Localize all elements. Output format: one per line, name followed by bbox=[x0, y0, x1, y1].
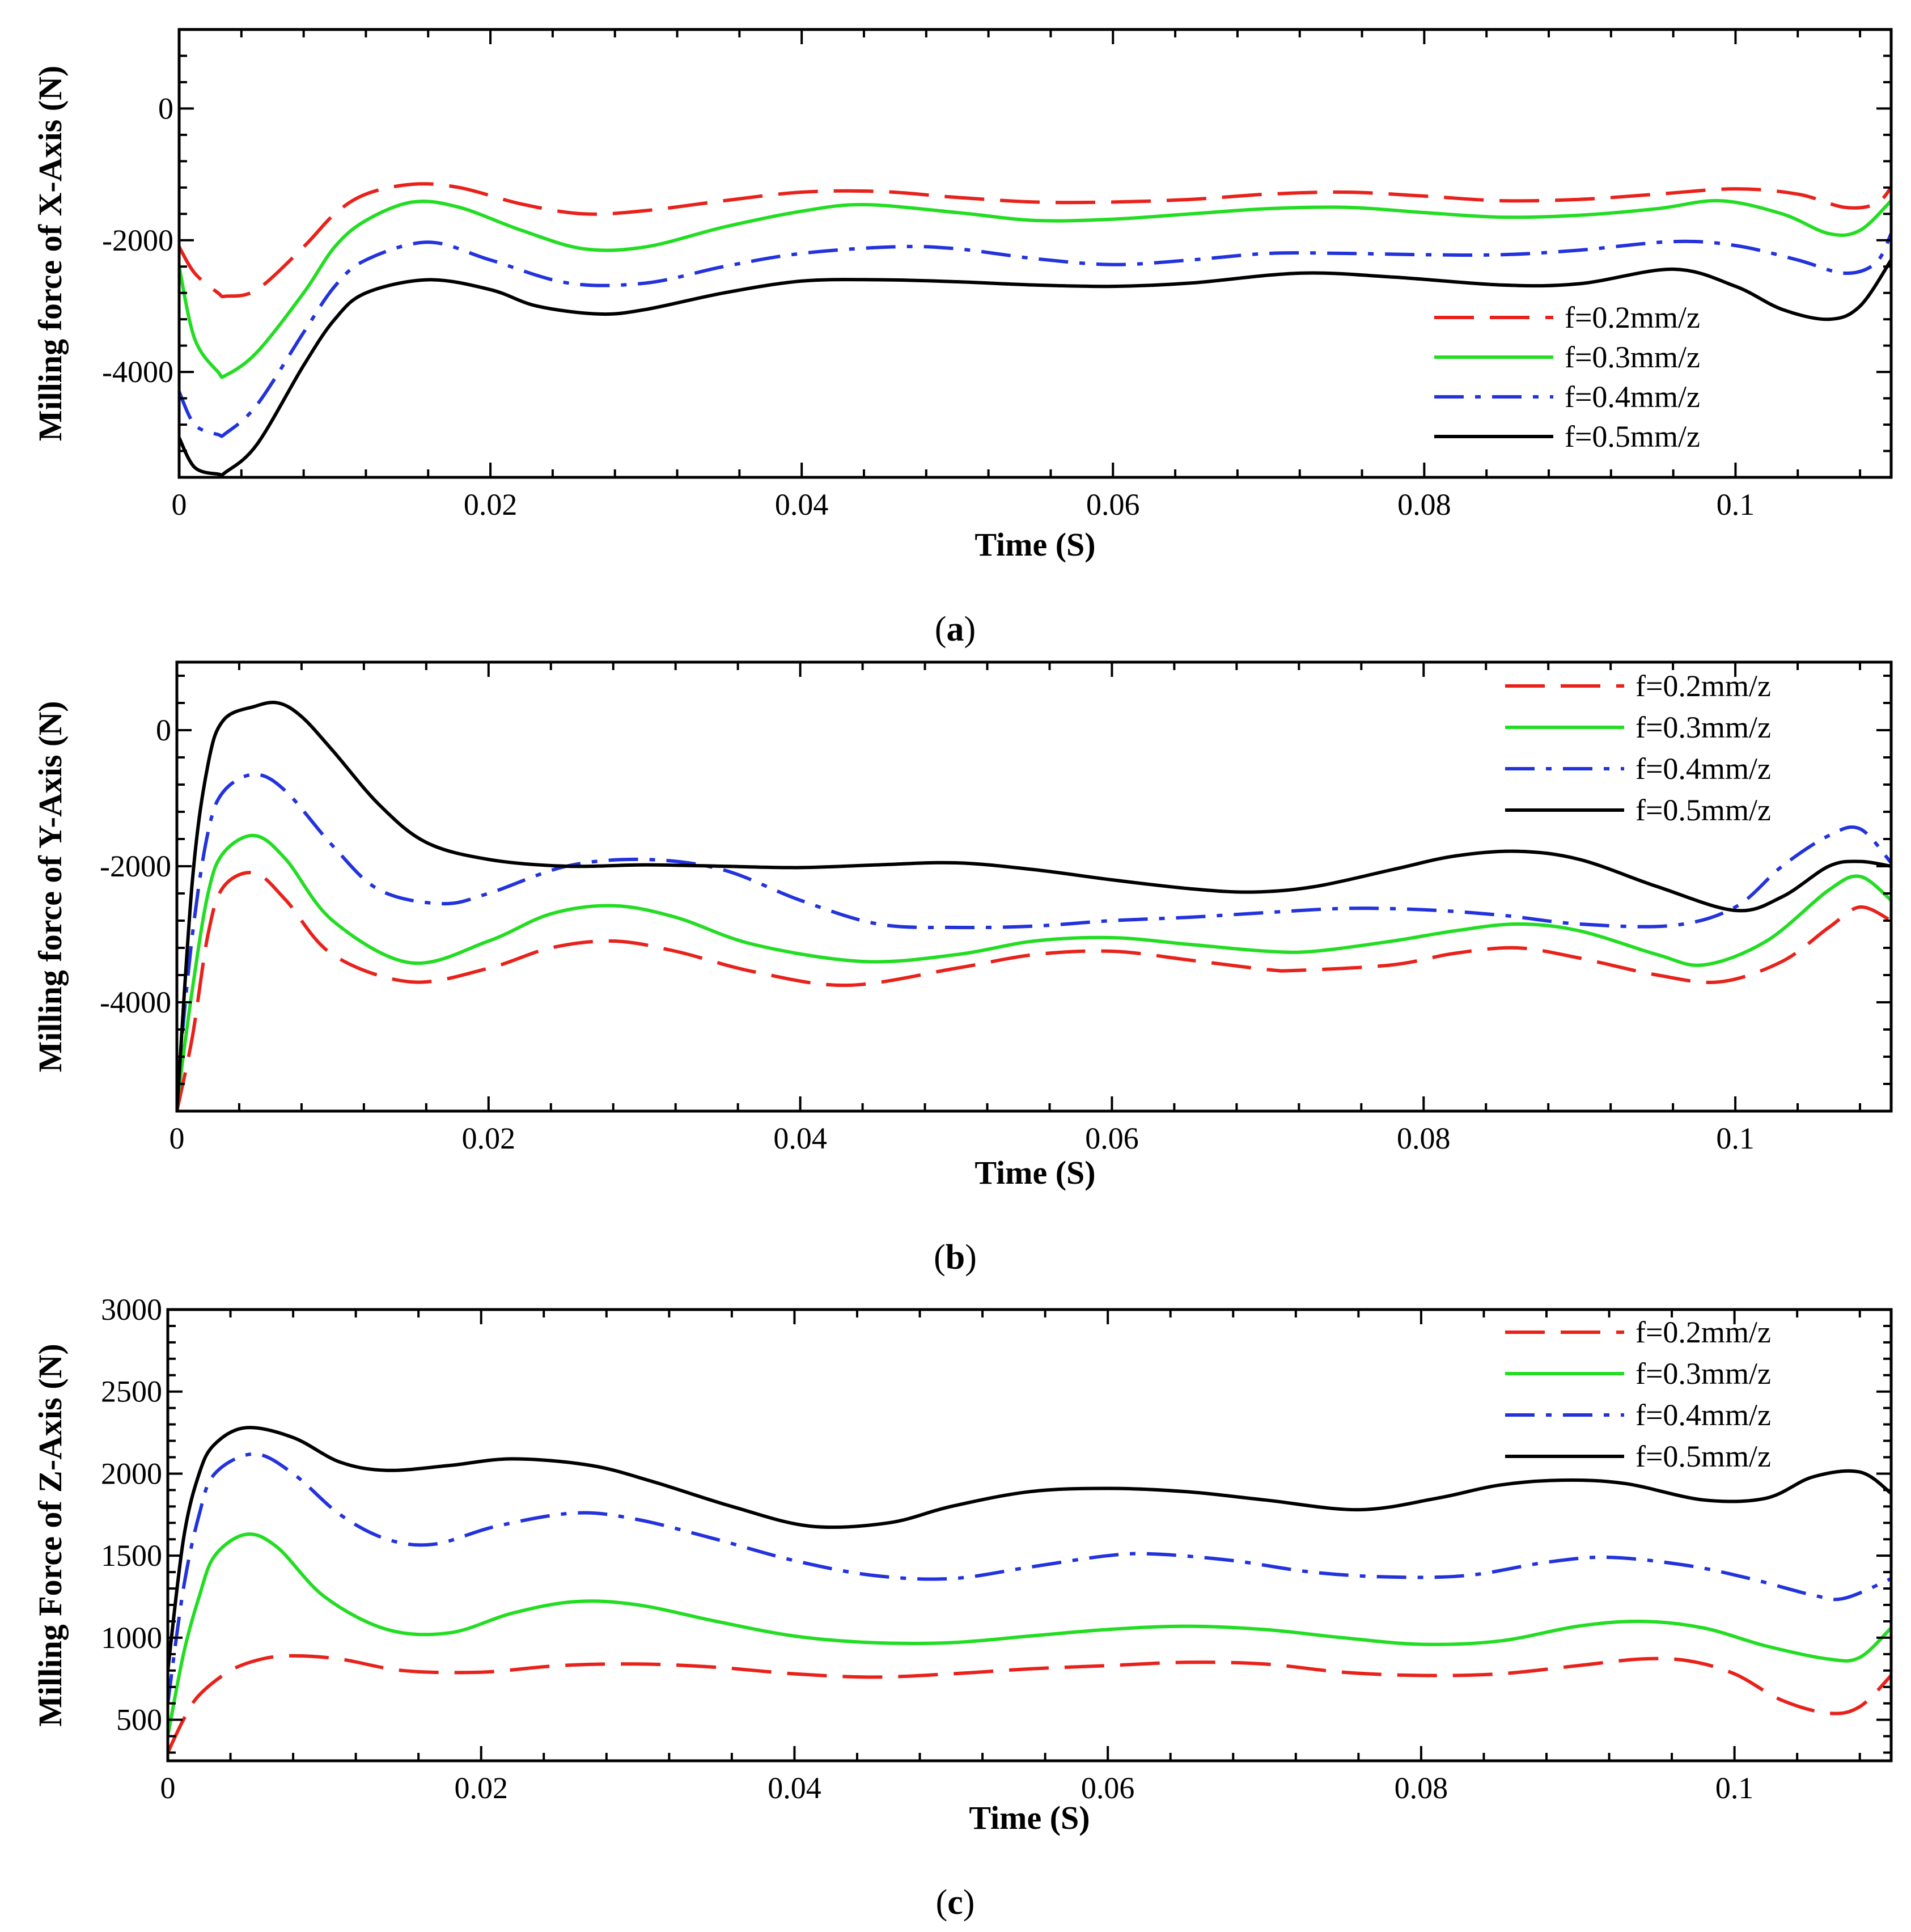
x-tick-label: 0.04 bbox=[773, 1121, 827, 1155]
series-line-f05 bbox=[177, 700, 1891, 1111]
legend-label-f03: f=0.3mm/z bbox=[1565, 340, 1700, 374]
panel-b: Time (S) Milling force of Y-Axis (N) (b)… bbox=[32, 660, 1893, 1277]
series-line-f02 bbox=[179, 182, 1891, 298]
x-tick-label: 0.06 bbox=[1085, 1121, 1139, 1155]
legend-label-f05: f=0.5mm/z bbox=[1635, 793, 1771, 827]
y-tick-label: 0 bbox=[158, 91, 173, 125]
plot-area-b bbox=[177, 700, 1891, 1111]
caption-a: (a) bbox=[935, 610, 976, 649]
panel-c: Time (S) Milling Force of Z-Axis (N) (c)… bbox=[32, 1293, 1893, 1922]
series-line-f03 bbox=[168, 1532, 1891, 1737]
x-tick-label: 0.1 bbox=[1716, 1121, 1755, 1155]
y-axis-title-b: Milling force of Y-Axis (N) bbox=[32, 701, 69, 1072]
plot-frame-a bbox=[177, 28, 1893, 479]
x-axis-title-b: Time (S) bbox=[974, 1154, 1095, 1191]
legend-label-f02: f=0.2mm/z bbox=[1565, 300, 1700, 334]
x-tick-label: 0.02 bbox=[462, 1121, 516, 1155]
legend-label-f04: f=0.4mm/z bbox=[1565, 380, 1700, 414]
y-tick-label: 2500 bbox=[101, 1375, 162, 1409]
x-tick-label: 0.02 bbox=[454, 1771, 508, 1805]
legend-a: f=0.2mm/z f=0.3mm/z f=0.4mm/z f=0.5mm/z bbox=[1434, 300, 1700, 454]
legend-label-f03: f=0.3mm/z bbox=[1635, 710, 1771, 744]
plot-frame-c bbox=[166, 1308, 1893, 1762]
series-line-f02 bbox=[168, 1654, 1891, 1753]
panel-a: Time (S) Milling force of X-Axis (N) (a)… bbox=[32, 28, 1893, 649]
x-tick-label: 0.1 bbox=[1715, 1771, 1754, 1805]
x-tick-label: 0.06 bbox=[1081, 1771, 1135, 1805]
plot-frame-b bbox=[175, 660, 1893, 1113]
legend-label-f04: f=0.4mm/z bbox=[1635, 752, 1771, 786]
x-tick-label: 0.06 bbox=[1086, 488, 1140, 522]
x-tick-label: 0.02 bbox=[464, 488, 518, 522]
series-line-f03 bbox=[179, 198, 1891, 379]
y-tick-label: 1500 bbox=[101, 1539, 162, 1573]
y-tick-label: 500 bbox=[116, 1703, 162, 1737]
plot-area-c bbox=[168, 1426, 1891, 1753]
x-axis-title-c: Time (S) bbox=[969, 1799, 1090, 1836]
x-axis-title-a: Time (S) bbox=[974, 526, 1095, 563]
x-tick-label: 0.08 bbox=[1397, 488, 1451, 522]
legend-label-f05: f=0.5mm/z bbox=[1565, 420, 1700, 454]
y-tick-label: 2000 bbox=[101, 1456, 162, 1490]
y-tick-label: -4000 bbox=[102, 355, 173, 389]
series-line-f02 bbox=[177, 871, 1891, 1111]
y-tick-label: -2000 bbox=[100, 849, 171, 883]
y-axis-title-c: Milling Force of Z-Axis (N) bbox=[32, 1344, 69, 1726]
series-lines-c bbox=[168, 1426, 1891, 1753]
series-line-f04 bbox=[177, 773, 1891, 1091]
y-axis-title-a: Milling force of X-Axis (N) bbox=[32, 66, 69, 442]
legend-label-f02: f=0.2mm/z bbox=[1635, 669, 1771, 703]
series-lines-b bbox=[177, 700, 1891, 1111]
y-tick-label: 1000 bbox=[101, 1621, 162, 1655]
series-lines-a bbox=[179, 182, 1891, 477]
legend-label-f03: f=0.3mm/z bbox=[1635, 1357, 1771, 1391]
x-tick-label: 0.04 bbox=[775, 488, 829, 522]
ticks-b: 0 0.02 0.04 0.06 0.08 0.1 0 -2000 -4000 bbox=[100, 662, 1891, 1155]
x-tick-label: 0.04 bbox=[768, 1771, 821, 1805]
y-tick-label: 3000 bbox=[101, 1293, 162, 1327]
y-tick-label: 0 bbox=[156, 713, 171, 747]
series-line-f04 bbox=[179, 232, 1891, 438]
legend-label-f05: f=0.5mm/z bbox=[1635, 1439, 1771, 1473]
ticks-a: 0 0.02 0.04 0.06 0.08 0.1 0 -2000 -4000 bbox=[102, 28, 1891, 522]
caption-c: (c) bbox=[936, 1883, 975, 1922]
series-line-f05 bbox=[179, 259, 1891, 477]
plot-area-a bbox=[179, 182, 1891, 477]
ticks-c: 0 0.02 0.04 0.06 0.08 0.1 500 1000 1500 2000 2500 3… bbox=[101, 1293, 1891, 1805]
y-tick-label: -4000 bbox=[100, 985, 171, 1019]
x-tick-label: 0 bbox=[172, 488, 187, 522]
series-line-f03 bbox=[177, 833, 1891, 1105]
x-tick-label: 0.1 bbox=[1717, 488, 1755, 522]
x-tick-label: 0.08 bbox=[1395, 1771, 1448, 1805]
y-tick-label: -2000 bbox=[102, 223, 173, 257]
legend-c: f=0.2mm/z f=0.3mm/z f=0.4mm/z f=0.5mm/z bbox=[1505, 1315, 1771, 1473]
series-line-f05 bbox=[168, 1426, 1891, 1671]
legend-b: f=0.2mm/z f=0.3mm/z f=0.4mm/z f=0.5mm/z bbox=[1505, 669, 1771, 827]
x-tick-label: 0 bbox=[160, 1771, 176, 1805]
x-tick-label: 0.08 bbox=[1397, 1121, 1451, 1155]
caption-b: (b) bbox=[934, 1238, 977, 1277]
legend-label-f04: f=0.4mm/z bbox=[1635, 1398, 1771, 1432]
x-tick-label: 0 bbox=[170, 1121, 185, 1155]
legend-label-f02: f=0.2mm/z bbox=[1635, 1315, 1771, 1349]
